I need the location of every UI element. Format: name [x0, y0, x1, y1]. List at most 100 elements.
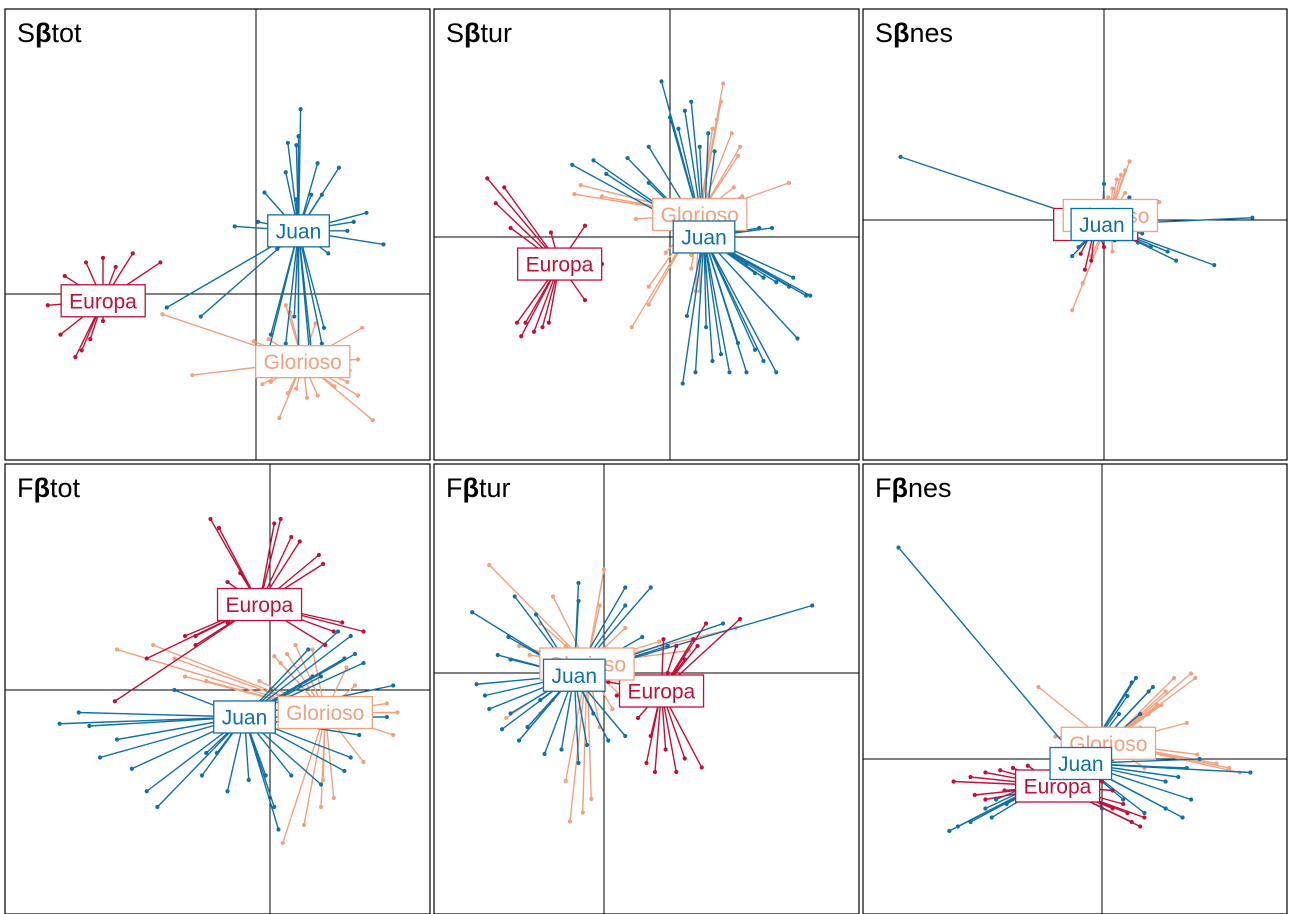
- point-juan: [342, 768, 347, 774]
- point-europa: [968, 774, 973, 780]
- point-europa: [45, 303, 50, 308]
- point-europa: [144, 656, 149, 661]
- point-europa: [546, 320, 551, 325]
- point-juan: [381, 242, 386, 247]
- point-juan: [559, 747, 564, 752]
- point-glorioso: [1123, 190, 1128, 196]
- panel-Sbtot: Europa Glorioso Juan Sβtot: [4, 8, 431, 461]
- point-juan: [538, 697, 543, 703]
- point-glorioso: [740, 194, 745, 199]
- panel-title: Fβtot: [17, 473, 81, 503]
- point-juan: [172, 687, 177, 693]
- point-juan: [744, 370, 749, 375]
- point-europa: [83, 260, 89, 265]
- point-juan: [774, 370, 779, 375]
- point-glorioso: [563, 778, 568, 784]
- point-juan: [144, 789, 149, 794]
- point-europa: [606, 679, 611, 685]
- point-juan: [646, 180, 651, 185]
- point-juan: [294, 197, 299, 202]
- point-juan: [1165, 249, 1170, 254]
- point-juan: [1127, 195, 1132, 200]
- panel-title-prefix: F: [446, 473, 463, 503]
- panel-title-prefix: F: [875, 473, 892, 503]
- point-juan: [576, 598, 581, 604]
- group-label-text: Glorioso: [286, 702, 364, 725]
- point-juan: [129, 766, 134, 771]
- point-europa: [73, 355, 78, 360]
- point-glorioso: [1155, 702, 1160, 708]
- point-glorioso: [657, 639, 662, 644]
- point-glorioso: [721, 81, 726, 86]
- group-label-glorioso: Glorioso: [254, 344, 351, 379]
- point-juan: [296, 134, 301, 139]
- group-label-text: Juan: [222, 707, 268, 730]
- group-label-box: [216, 587, 303, 622]
- point-europa: [1010, 765, 1016, 771]
- point-glorioso: [283, 303, 288, 308]
- point-europa: [652, 769, 658, 775]
- point-juan: [774, 280, 779, 285]
- point-juan: [57, 721, 62, 726]
- group-label-box: [277, 695, 374, 730]
- point-glorioso: [277, 415, 282, 421]
- point-glorioso: [1080, 281, 1085, 286]
- point-glorioso: [293, 642, 298, 648]
- point-juan: [512, 594, 517, 599]
- point-juan: [968, 819, 973, 825]
- spoke-juan: [703, 236, 722, 355]
- point-glorioso: [301, 822, 307, 828]
- point-glorioso: [487, 562, 492, 568]
- point-europa: [493, 201, 498, 206]
- point-juan: [482, 693, 488, 698]
- point-glorioso: [285, 391, 290, 396]
- group-label-box: [1049, 746, 1113, 781]
- point-glorioso: [355, 357, 361, 362]
- point-europa: [193, 642, 198, 648]
- point-glorioso: [1118, 172, 1124, 177]
- point-juan: [1150, 684, 1155, 690]
- point-glorioso: [345, 379, 350, 385]
- point-europa: [1002, 788, 1007, 793]
- point-europa: [1082, 267, 1088, 272]
- point-juan: [606, 738, 611, 743]
- group-label-box: [672, 220, 736, 254]
- point-glorioso: [310, 647, 315, 652]
- point-europa: [361, 629, 366, 634]
- point-juan: [1070, 253, 1075, 259]
- point-juan: [718, 352, 724, 357]
- group-label-text: Europa: [526, 254, 594, 277]
- point-juan: [1133, 675, 1139, 681]
- point-juan: [283, 170, 288, 175]
- point-juan: [533, 612, 539, 617]
- spoke-juan: [897, 547, 1082, 764]
- point-europa: [674, 643, 679, 649]
- group-label-europa: Europa: [1014, 769, 1101, 803]
- point-juan: [704, 325, 709, 330]
- panel-title-suffix: tot: [50, 473, 81, 503]
- panel-title: Sβnes: [875, 18, 953, 48]
- point-juan: [682, 108, 687, 113]
- point-glorioso: [1227, 765, 1232, 771]
- point-europa: [695, 643, 700, 649]
- point-juan: [1101, 181, 1107, 187]
- spoke-juan: [265, 230, 300, 360]
- point-glorioso: [567, 819, 573, 824]
- point-glorioso: [563, 643, 568, 649]
- panel-title: Fβnes: [875, 473, 952, 503]
- point-juan: [1140, 231, 1145, 236]
- panel-title-suffix: tur: [479, 473, 511, 503]
- point-glorioso: [280, 840, 285, 846]
- point-europa: [1142, 815, 1147, 820]
- point-juan: [1121, 797, 1126, 802]
- point-juan: [898, 154, 903, 159]
- panel-title: Sβtur: [446, 18, 512, 48]
- point-juan: [97, 755, 103, 760]
- point-glorioso: [580, 810, 585, 815]
- point-juan: [214, 750, 219, 756]
- point-juan: [352, 651, 358, 657]
- point-juan: [712, 149, 717, 154]
